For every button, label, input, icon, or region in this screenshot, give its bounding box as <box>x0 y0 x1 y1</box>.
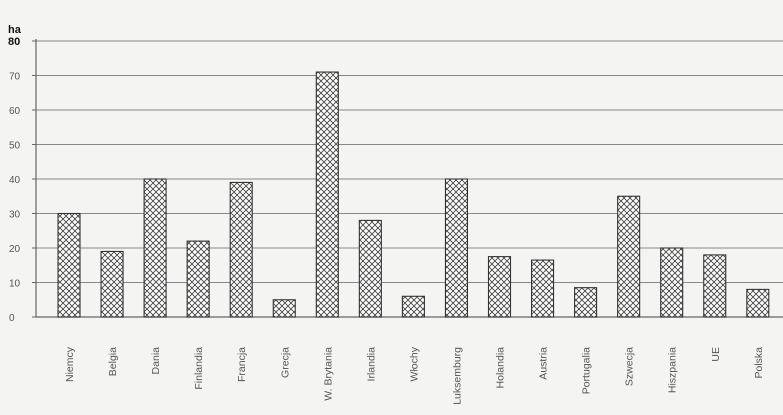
x-category-label: Polska <box>753 347 765 379</box>
bar <box>229 181 253 318</box>
x-category-label: Holandia <box>495 347 507 389</box>
y-tick-label: 0 <box>9 313 15 324</box>
y-axis-unit-label: ha <box>8 24 22 36</box>
bar <box>272 299 296 318</box>
bar <box>315 71 339 318</box>
bar <box>746 288 770 318</box>
x-category-label: Szwecja <box>624 347 636 386</box>
x-category-label: Francja <box>236 347 248 382</box>
bar <box>444 178 469 318</box>
x-category-label: Belgia <box>107 347 119 376</box>
x-category-label: Dania <box>150 347 162 375</box>
bar <box>660 247 684 318</box>
x-category-label: Finlandia <box>193 347 205 390</box>
bar <box>703 254 727 318</box>
bar <box>358 219 382 318</box>
bar <box>186 240 210 318</box>
x-category-label: Irlandia <box>365 347 377 382</box>
x-category-label: UE <box>710 347 722 362</box>
y-tick-label: 10 <box>9 279 21 290</box>
y-tick-label: 40 <box>9 175 21 186</box>
bar <box>143 178 167 318</box>
y-tick-label: 60 <box>9 106 21 117</box>
x-category-label: Luksemburg <box>451 347 463 405</box>
y-tick-label: 20 <box>9 244 21 255</box>
y-tick-label: 70 <box>9 72 21 83</box>
bar <box>100 250 124 318</box>
x-category-label: Grecja <box>279 347 291 378</box>
bars <box>57 71 770 318</box>
bar <box>487 256 512 318</box>
bar <box>617 195 641 318</box>
bar <box>401 295 425 318</box>
x-category-label: Hiszpania <box>667 347 679 393</box>
bar <box>574 287 598 318</box>
y-tick-label: 80 <box>8 36 20 48</box>
y-tick-label: 50 <box>9 141 21 152</box>
x-category-label: Portugalia <box>581 347 593 394</box>
x-category-label: Włochy <box>408 346 420 381</box>
bar <box>57 212 81 318</box>
x-category-label: Austria <box>538 347 550 380</box>
bar <box>530 259 555 318</box>
x-category-label: Niemcy <box>64 346 76 382</box>
x-category-label: W. Brytania <box>322 347 334 401</box>
y-tick-label: 30 <box>9 210 21 221</box>
